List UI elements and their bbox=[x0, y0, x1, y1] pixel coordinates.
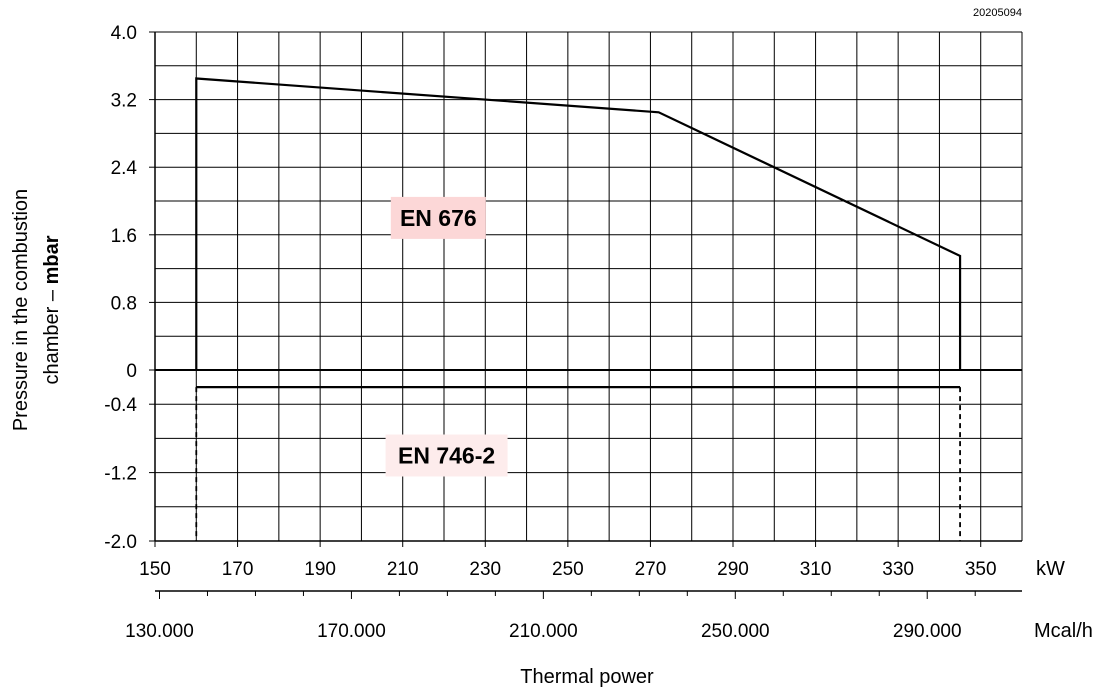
x-tick-label: 270 bbox=[635, 559, 667, 580]
secondary-x-tick-label: 290.000 bbox=[893, 621, 962, 642]
y-axis-title-line2: chamber – mbar bbox=[41, 235, 63, 384]
x-tick-label: 150 bbox=[139, 559, 171, 580]
secondary-x-axis: 130.000 170.000 210.000 250.000 290.000 bbox=[125, 590, 1022, 642]
x-tick-label: 350 bbox=[965, 559, 997, 580]
x-unit-secondary: Mcal/h bbox=[1034, 620, 1093, 642]
x-tick-label: 310 bbox=[800, 559, 832, 580]
secondary-x-tick-label: 210.000 bbox=[509, 621, 578, 642]
x-tick-label: 230 bbox=[469, 559, 501, 580]
series bbox=[195, 77, 962, 541]
x-tick-label: 190 bbox=[304, 559, 336, 580]
y-tick-label: -0.4 bbox=[104, 395, 137, 416]
y-tick-labels: 4.0 3.2 2.4 1.6 0.8 0 -0.4 -1.2 -2.0 bbox=[104, 23, 155, 553]
series-upper-envelope bbox=[195, 77, 962, 370]
secondary-x-tick-label: 170.000 bbox=[317, 621, 386, 642]
region-label: EN 676 bbox=[400, 205, 477, 231]
region-label-background bbox=[385, 434, 508, 477]
y-tick-label: -1.2 bbox=[104, 464, 137, 485]
secondary-x-tick-label: 250.000 bbox=[701, 621, 770, 642]
region-label: EN 746-2 bbox=[398, 443, 495, 469]
y-tick-label: 4.0 bbox=[111, 23, 137, 44]
y-axis-title: Pressure in the combustion chamber – mba… bbox=[10, 189, 63, 431]
y-tick-label: 0 bbox=[126, 361, 137, 382]
x-tick-label: 250 bbox=[552, 559, 584, 580]
y-tick-label: 2.4 bbox=[111, 158, 138, 179]
y-axis-title-unit: mbar bbox=[41, 235, 63, 284]
x-unit-primary: kW bbox=[1036, 558, 1065, 580]
secondary-x-tick-label: 130.000 bbox=[125, 621, 194, 642]
y-axis-title-line1: Pressure in the combustion bbox=[10, 189, 32, 431]
y-tick-label: 1.6 bbox=[111, 226, 137, 247]
x-tick-label: 290 bbox=[717, 559, 749, 580]
region-label-background bbox=[390, 196, 486, 239]
x-tick-label: 330 bbox=[882, 559, 914, 580]
y-tick-label: -2.0 bbox=[104, 532, 137, 553]
x-tick-label: 170 bbox=[222, 559, 254, 580]
y-axis-title-prefix: chamber – bbox=[41, 284, 63, 384]
x-tick-label: 210 bbox=[387, 559, 419, 580]
region-labels: EN 676 EN 746-2 bbox=[385, 196, 508, 477]
x-axis-title: Thermal power bbox=[520, 666, 654, 688]
y-tick-label: 3.2 bbox=[111, 91, 137, 112]
chart-code: 20205094 bbox=[973, 7, 1022, 19]
x-tick-labels: 150 170 190 210 230 250 270 290 310 330 350 bbox=[139, 541, 997, 580]
y-tick-label: 0.8 bbox=[111, 293, 137, 314]
grid bbox=[154, 31, 1023, 542]
